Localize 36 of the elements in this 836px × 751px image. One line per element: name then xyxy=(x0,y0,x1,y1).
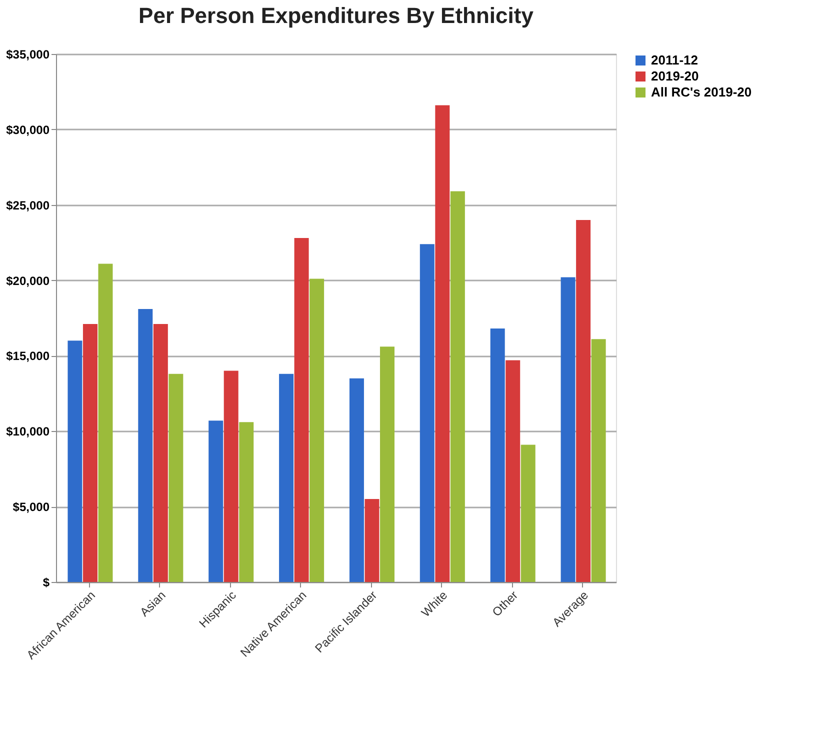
bar xyxy=(98,264,113,582)
bar xyxy=(380,346,394,582)
bar xyxy=(490,328,505,582)
bar xyxy=(208,420,224,582)
y-tick-label: $35,000 xyxy=(6,48,50,62)
y-tick-label: $5,000 xyxy=(12,500,50,514)
bar xyxy=(349,378,364,582)
legend-label: 2019-20 xyxy=(651,68,699,84)
y-tick-label: $10,000 xyxy=(6,424,50,439)
y-tick-label: $30,000 xyxy=(6,122,50,137)
y-tick-label: $20,000 xyxy=(6,274,50,288)
bar xyxy=(310,278,324,582)
bar xyxy=(520,444,536,582)
bar xyxy=(138,308,153,582)
bar xyxy=(420,244,434,582)
bar xyxy=(560,277,576,582)
bar xyxy=(82,324,98,582)
bar xyxy=(224,370,238,582)
bar xyxy=(68,340,82,582)
bar xyxy=(450,191,465,582)
bar xyxy=(591,339,606,582)
y-tick-label: $ xyxy=(42,576,50,590)
chart-title: Per Person Expenditures By Ethnicity xyxy=(138,3,534,28)
legend-label: All RC's 2019-20 xyxy=(651,84,752,100)
bar xyxy=(294,238,309,582)
bar xyxy=(239,422,254,582)
bar xyxy=(435,105,450,582)
bar xyxy=(576,220,591,582)
y-tick-label: $15,000 xyxy=(6,349,50,364)
legend-label: 2011-12 xyxy=(651,52,698,68)
bar xyxy=(279,374,294,582)
bar xyxy=(168,374,184,582)
bar xyxy=(153,324,168,582)
y-tick-label: $25,000 xyxy=(6,198,50,212)
bar xyxy=(364,499,380,582)
bar xyxy=(506,360,520,582)
